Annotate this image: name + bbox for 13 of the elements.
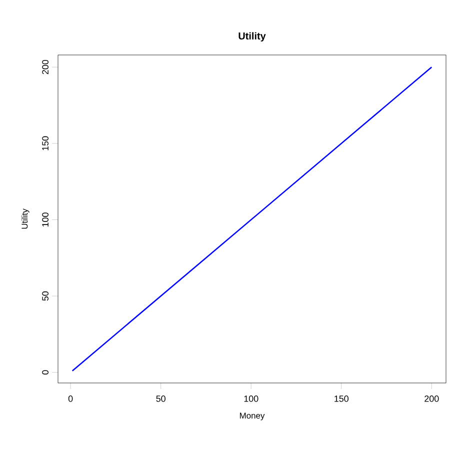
x-tick-label: 0 — [68, 396, 73, 402]
y-tick-label: 150 — [42, 136, 48, 150]
x-tick-label: 50 — [156, 396, 166, 402]
chart-title: Utility — [238, 32, 266, 42]
y-tick-label: 200 — [42, 60, 48, 74]
x-axis-title: Money — [240, 412, 265, 420]
y-axis-title: Utility — [21, 208, 30, 229]
y-tick-label: 50 — [42, 291, 48, 301]
x-tick-label: 200 — [424, 396, 439, 402]
y-tick-label: 100 — [42, 212, 48, 227]
x-tick-label: 100 — [244, 396, 258, 402]
y-tick-label: 0 — [42, 370, 48, 375]
x-tick-label: 150 — [334, 396, 348, 402]
